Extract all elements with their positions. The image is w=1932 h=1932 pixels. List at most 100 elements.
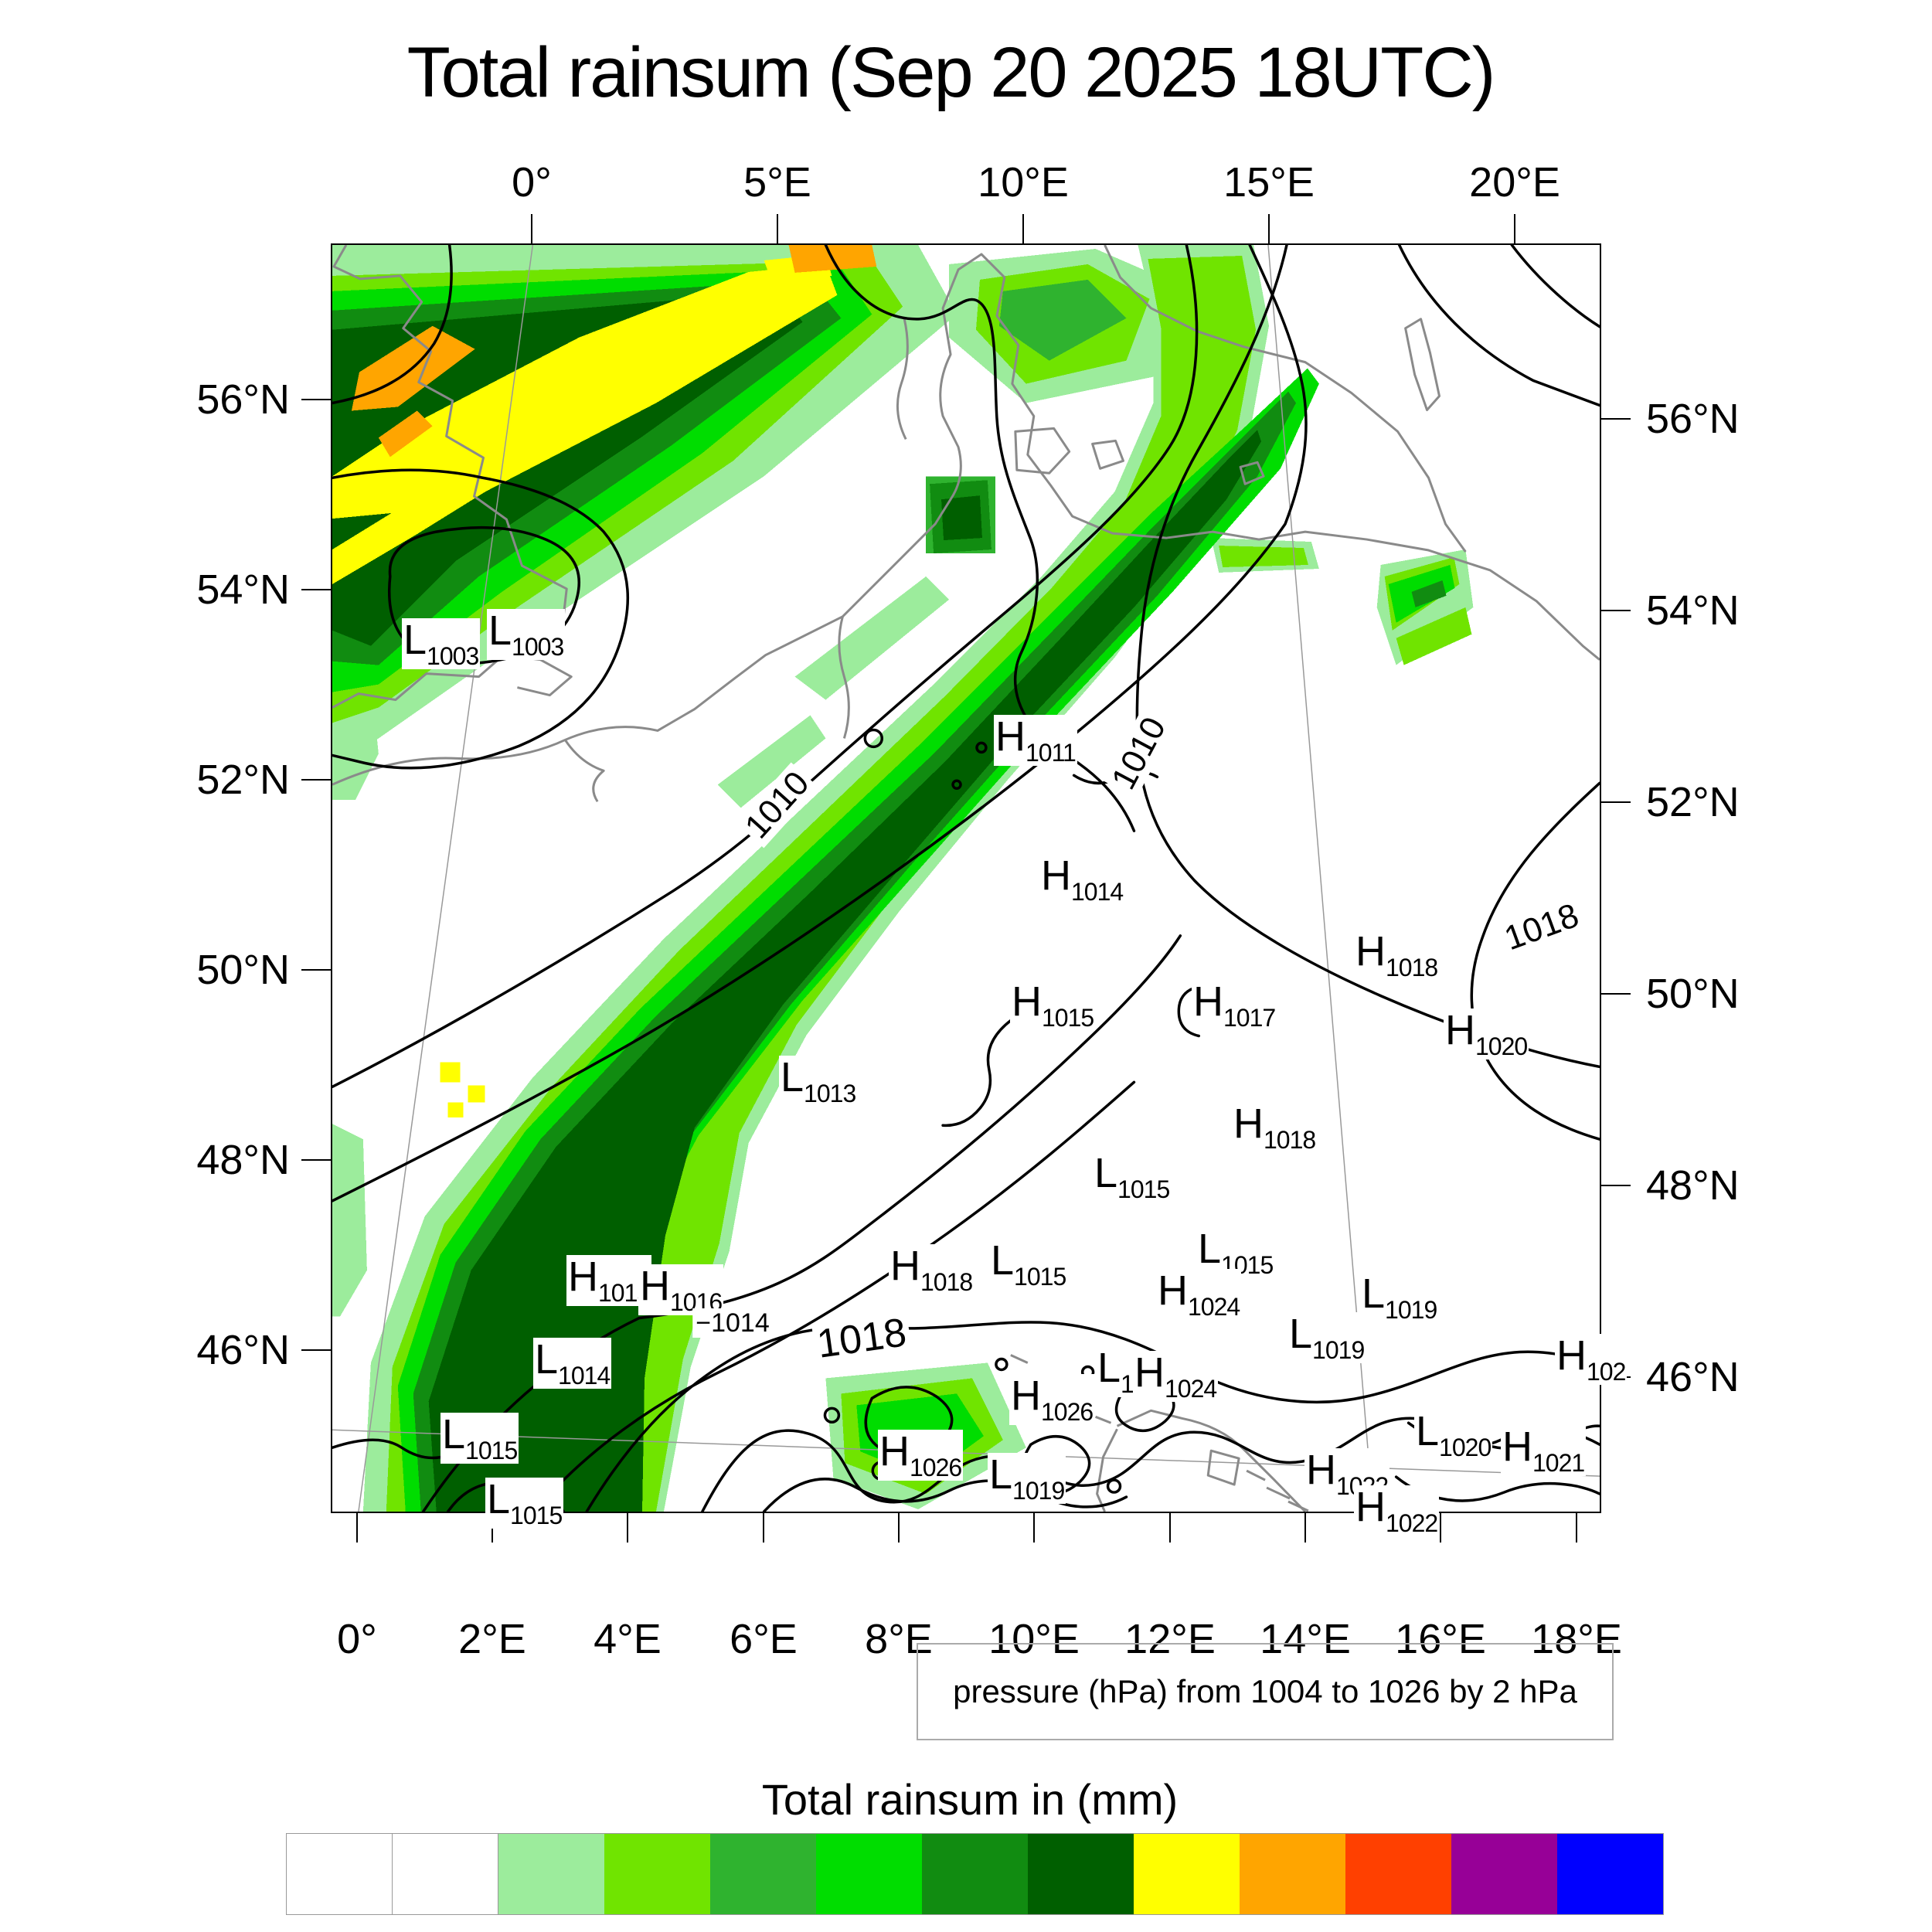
pressure-center-letter: L (535, 1336, 559, 1383)
legend-tick-label: .1 (374, 1926, 409, 1932)
pressure-center-letter: H (890, 1243, 920, 1289)
legend-color-cell (393, 1834, 498, 1914)
left-axis-label: 48°N (196, 1137, 290, 1183)
pressure-center-label: L1003 (487, 607, 566, 660)
left-axis-label: 54°N (196, 566, 290, 613)
left-axis-label: 56°N (196, 376, 290, 423)
bottom-axis-tick (1033, 1513, 1035, 1543)
pressure-caption-box: pressure (hPa) from 1004 to 1026 by 2 hP… (917, 1643, 1614, 1740)
pressure-center-label: L1019 (1287, 1312, 1366, 1363)
pressure-center-label: L1020 (1414, 1408, 1493, 1461)
legend-color-cell (604, 1834, 710, 1914)
pressure-center-label: H102 (1555, 1332, 1628, 1385)
pressure-center-letter: H (1233, 1100, 1264, 1147)
pressure-center-label: L1019 (988, 1453, 1066, 1504)
pressure-center-label: H1022 (1354, 1484, 1440, 1536)
pressure-center-letter: H (1556, 1332, 1587, 1379)
pressure-center-letter: L (1416, 1408, 1440, 1454)
pressure-center-label: H1026 (1009, 1372, 1095, 1425)
right-axis-label: 46°N (1646, 1354, 1740, 1400)
left-axis-label: 46°N (196, 1327, 290, 1373)
right-axis-label: 48°N (1646, 1162, 1740, 1209)
top-axis-tick (1514, 214, 1515, 243)
pressure-center-letter: H (1193, 978, 1223, 1025)
pressure-center-label: H1015 (1010, 978, 1096, 1032)
bottom-axis-label: 18°E (1531, 1616, 1622, 1662)
pressure-center-label: H1026 (878, 1430, 964, 1481)
right-axis-label: 56°N (1646, 396, 1740, 442)
pressure-center-label: H1017 (1192, 980, 1277, 1031)
pressure-center-letter: H (1041, 852, 1071, 899)
pressure-center-label: H1014 (1039, 852, 1125, 906)
pressure-center-value: 1018 (920, 1268, 973, 1296)
pressure-center-letter: H (640, 1263, 670, 1309)
legend-colorbar (286, 1833, 1664, 1915)
right-axis-tick (1601, 1185, 1631, 1186)
pressure-center-letter: L (403, 617, 427, 663)
legend-color-cell (1557, 1834, 1663, 1914)
pressure-center-letter: L (442, 1411, 466, 1458)
pressure-center-letter: L (1198, 1226, 1222, 1272)
legend-color-cell (1240, 1834, 1345, 1914)
pressure-center-value: 1020 (1475, 1032, 1528, 1060)
pressure-center-label: H1020 (1444, 1009, 1529, 1060)
top-axis-label: 5°E (743, 159, 811, 206)
left-axis-tick (301, 589, 331, 590)
top-axis-tick (531, 214, 532, 243)
right-axis-label: 52°N (1646, 779, 1740, 825)
legend-tick-label: 6.4 (998, 1926, 1056, 1932)
legend-color-cell (1451, 1834, 1557, 1914)
pressure-center-label: H1018 (889, 1243, 975, 1296)
pressure-center-label: H1024 (1133, 1351, 1219, 1402)
pressure-center-value: 1003 (427, 642, 479, 670)
pressure-center-value: 1021 (1532, 1449, 1585, 1477)
pressure-center-letter: H (568, 1253, 598, 1300)
pressure-center-label: H1011 (994, 715, 1077, 766)
pressure-center-value: 1015 (1117, 1175, 1170, 1203)
pressure-center-label: L1013 (779, 1056, 858, 1107)
legend-tick-label: .4 (586, 1926, 621, 1932)
pressure-center-letter: L (1097, 1345, 1121, 1391)
pressure-center-value: 1015 (1042, 1004, 1094, 1032)
pressure-center-value: 1013 (804, 1080, 856, 1107)
pressure-center-value: 1018 (1386, 954, 1438, 981)
pressure-center-label: H1018 (1354, 928, 1440, 981)
bottom-axis-label: 4°E (594, 1616, 662, 1662)
bottom-axis-tick (356, 1513, 358, 1543)
right-axis-tick (1601, 610, 1631, 611)
bottom-axis-label: 6°E (730, 1616, 798, 1662)
top-axis-tick (777, 214, 778, 243)
legend-color-cell (1345, 1834, 1451, 1914)
pressure-center-value: 1015 (465, 1437, 518, 1464)
pressure-caption-text: pressure (hPa) from 1004 to 1026 by 2 hP… (953, 1673, 1577, 1709)
bottom-axis-label: 8°E (865, 1616, 933, 1662)
pressure-center-letter: L (1289, 1311, 1313, 1357)
pressure-center-letter: H (1011, 1372, 1041, 1419)
legend-title: Total rainsum in (mm) (761, 1775, 1179, 1824)
top-axis-label: 0° (512, 159, 552, 206)
pressure-center-value: 1015 (510, 1502, 563, 1529)
bottom-axis-label: 14°E (1260, 1616, 1351, 1662)
pressure-center-letter: H (1355, 1484, 1386, 1530)
left-axis-tick (301, 1349, 331, 1351)
pressure-center-letter: H (1012, 978, 1042, 1025)
bottom-axis-tick (898, 1513, 900, 1543)
pressure-center-value: 1014 (1071, 878, 1124, 906)
pressure-center-label: H1024 (1156, 1269, 1242, 1321)
left-axis-label: 52°N (196, 757, 290, 803)
pressure-center-value: 1011 (1026, 739, 1077, 767)
contour-line-label: −1014 (692, 1308, 773, 1338)
bottom-axis-tick (1304, 1513, 1306, 1543)
left-axis-tick (301, 1159, 331, 1161)
top-axis-tick (1022, 214, 1024, 243)
left-axis-tick (301, 399, 331, 400)
pressure-center-letter: L (488, 607, 512, 654)
pressure-center-letter: H (1355, 928, 1386, 975)
left-axis-label: 50°N (196, 947, 290, 993)
pressure-center-value: 1024 (1188, 1293, 1240, 1321)
pressure-center-letter: H (1445, 1007, 1475, 1053)
pressure-center-letter: L (991, 1237, 1015, 1284)
bottom-axis-tick (763, 1513, 764, 1543)
bottom-axis-tick (1440, 1513, 1441, 1543)
